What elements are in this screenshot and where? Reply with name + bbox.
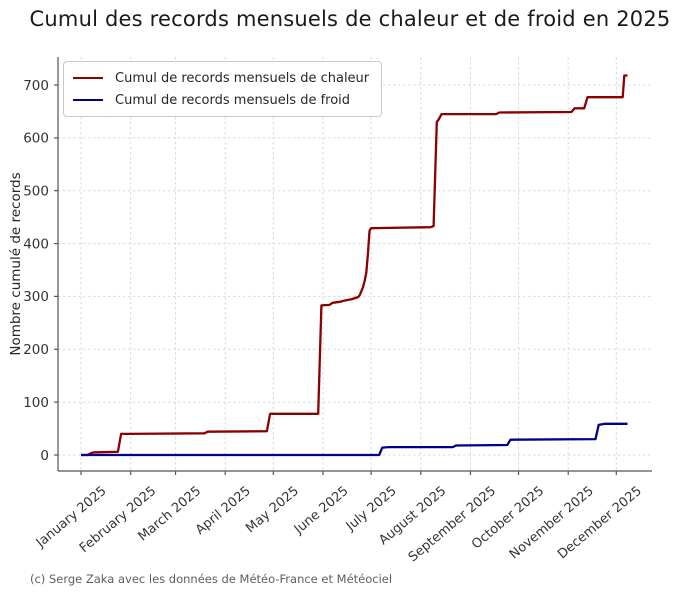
- series-line-froid: [81, 422, 628, 457]
- x-tick-label: December 2025: [555, 484, 645, 563]
- y-tick-label: 0: [40, 448, 49, 464]
- y-tick-label: 700: [23, 78, 49, 94]
- legend-label-chaleur: Cumul de records mensuels de chaleur: [115, 70, 370, 86]
- legend-label-froid: Cumul de records mensuels de froid: [115, 92, 351, 108]
- y-tick-label: 600: [23, 131, 49, 147]
- x-tick-label: September 2025: [406, 484, 499, 566]
- series-line-chaleur: [81, 74, 628, 457]
- y-tick-label: 200: [23, 342, 49, 358]
- y-tick-label: 300: [23, 289, 49, 305]
- y-tick-label: 100: [23, 395, 49, 411]
- y-tick-label: 500: [23, 184, 49, 200]
- y-tick-label: 400: [23, 236, 49, 252]
- froid-line-swatch: [73, 99, 103, 101]
- credit-text: (c) Serge Zaka avec les données de Météo…: [30, 572, 393, 586]
- x-tick-label: April 2025: [193, 484, 254, 539]
- legend: Cumul de records mensuels de chaleur Cum…: [63, 61, 383, 117]
- legend-item-chaleur: Cumul de records mensuels de chaleur: [73, 67, 369, 89]
- legend-item-froid: Cumul de records mensuels de froid: [73, 89, 369, 111]
- chart-title: Cumul des records mensuels de chaleur et…: [29, 7, 671, 31]
- x-tick-label: November 2025: [507, 484, 597, 563]
- chaleur-line-swatch: [73, 77, 103, 79]
- x-tick-label: June 2025: [291, 484, 352, 538]
